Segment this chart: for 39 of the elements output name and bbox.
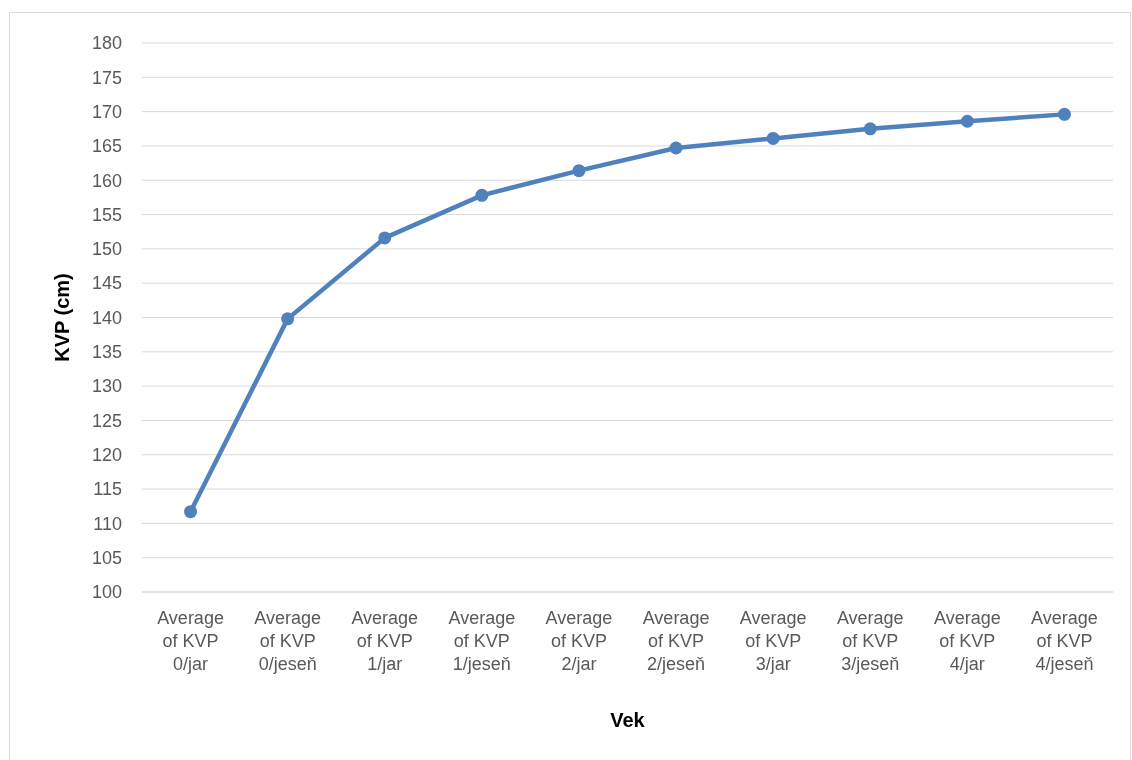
x-tick-label: Average of KVP 4/jeseň [1031, 608, 1098, 674]
y-tick-label: 100 [91, 582, 122, 603]
x-tick-label: Average of KVP 0/jar [157, 608, 224, 674]
y-tick-label: 175 [91, 67, 122, 88]
point [766, 131, 780, 145]
y-tick-label: 120 [91, 445, 122, 466]
y-tick-label: 155 [91, 204, 122, 225]
y-tick-label: 140 [91, 307, 122, 328]
y-tick-label: 135 [91, 342, 122, 363]
y-tick-label: 165 [91, 136, 122, 157]
y-tick-label: 130 [91, 376, 122, 397]
point [475, 188, 489, 202]
y-tick-label: 145 [91, 273, 122, 294]
x-tick-label: Average of KVP 2/jar [545, 608, 613, 674]
y-tick-label: 105 [91, 547, 122, 568]
y-tick-label: 110 [93, 513, 122, 534]
y-tick-label: 170 [91, 101, 122, 122]
x-tick-label: Average of KVP 0/jeseň [254, 608, 322, 674]
y-tick-label: 160 [91, 170, 122, 191]
point [960, 114, 974, 128]
point [281, 312, 295, 326]
point [1057, 107, 1071, 121]
x-axis-title: Vek [610, 709, 646, 731]
point [184, 505, 198, 519]
point [378, 231, 392, 245]
y-tick-label: 115 [93, 479, 122, 500]
x-tick-label: Average of KVP 3/jar [739, 608, 807, 674]
x-tick-label: Average of KVP 2/jeseň [642, 608, 710, 674]
y-tick-label: 150 [91, 239, 122, 260]
x-tick-label: Average of KVP 1/jar [351, 608, 419, 674]
y-tick-label: 180 [91, 33, 122, 54]
point [863, 122, 877, 136]
x-tick-label: Average of KVP 1/jeseň [448, 608, 516, 674]
y-axis-title: KVP (cm) [51, 273, 73, 362]
point [572, 164, 586, 178]
point [669, 141, 683, 155]
x-tick-label: Average of KVP 3/jeseň [836, 608, 904, 674]
y-tick-label: 125 [91, 410, 122, 431]
x-tick-label: Average of KVP 4/jar [933, 608, 1001, 674]
